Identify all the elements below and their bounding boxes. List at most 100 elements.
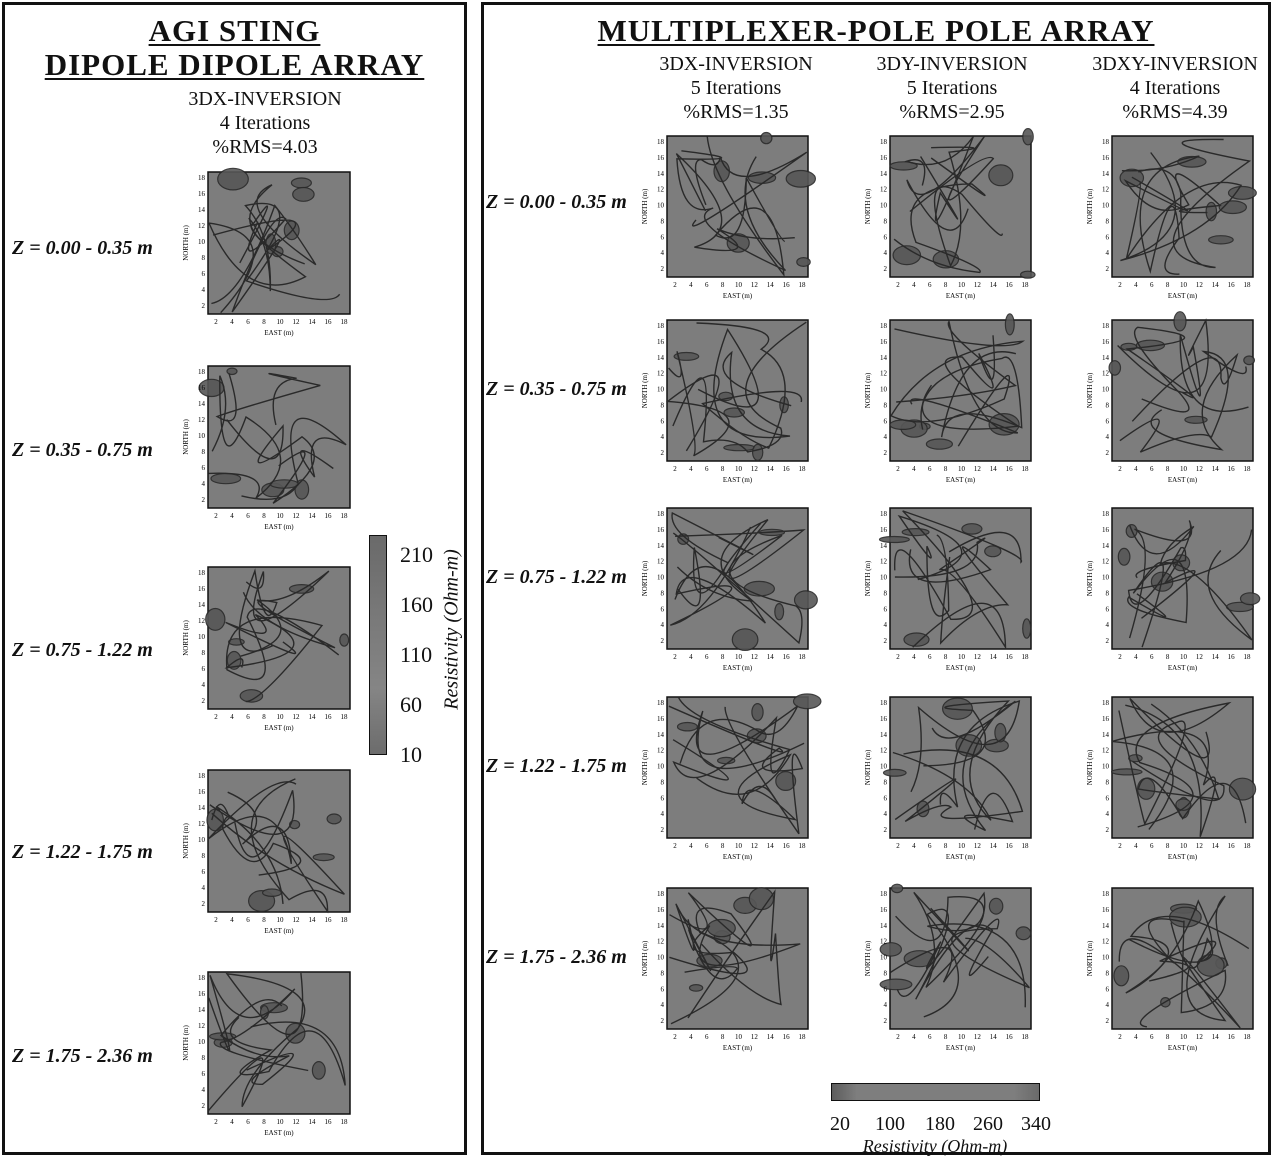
right-col-header-1: 3DX-INVERSION 5 Iterations %RMS=1.35 <box>636 52 836 124</box>
x-tick-label: 16 <box>1006 1033 1014 1041</box>
anomaly-patch <box>994 722 1007 743</box>
x-tick-label: 8 <box>1166 653 1170 661</box>
y-tick-label: 2 <box>1106 637 1110 645</box>
x-tick-label: 10 <box>1180 281 1188 289</box>
anomaly-patch <box>751 443 764 461</box>
y-tick-label: 16 <box>657 906 665 914</box>
right-map-r5-c3: 22 4 4 6 6 8 8 10 10 12 12 14 14 16 16 18 18 EAST (m) NORT… <box>1086 887 1254 1052</box>
y-tick-label: 18 <box>657 510 665 518</box>
x-tick-label: 8 <box>944 281 948 289</box>
y-tick-label: 2 <box>661 826 665 834</box>
y-tick-label: 14 <box>198 601 206 609</box>
x-tick-label: 18 <box>799 281 807 289</box>
x-tick-label: 12 <box>1196 653 1204 661</box>
anomaly-patch <box>1022 127 1034 146</box>
y-tick-label: 8 <box>661 969 665 977</box>
anomaly-patch <box>726 233 750 253</box>
contour-line <box>894 510 1023 621</box>
anomaly-patch <box>792 693 822 710</box>
x-axis-label: EAST (m) <box>723 1044 753 1052</box>
x-tick-label: 6 <box>928 465 932 473</box>
x-tick-label: 2 <box>673 842 677 850</box>
x-tick-label: 6 <box>705 653 709 661</box>
right-col-header-3: 3DXY-INVERSION 4 Iterations %RMS=4.39 <box>1075 52 1273 124</box>
y-axis-label: NORTH (m) <box>182 823 190 859</box>
contour-line <box>1139 918 1227 1028</box>
y-tick-label: 14 <box>880 354 888 362</box>
y-tick-label: 12 <box>1102 938 1110 946</box>
right-depth-label-2: Z = 0.35 - 0.75 m <box>486 378 627 400</box>
x-tick-label: 14 <box>990 281 998 289</box>
y-tick-label: 6 <box>661 417 665 425</box>
contour-line <box>209 790 295 904</box>
y-tick-label: 4 <box>1106 1001 1110 1009</box>
y-tick-label: 14 <box>198 1006 206 1014</box>
y-tick-label: 16 <box>198 384 206 392</box>
y-tick-label: 8 <box>1106 778 1110 786</box>
anomaly-patch <box>311 1060 326 1080</box>
y-tick-label: 4 <box>1106 621 1110 629</box>
y-tick-label: 14 <box>198 206 206 214</box>
y-tick-label: 18 <box>880 699 888 707</box>
x-tick-label: 16 <box>325 916 333 924</box>
anomaly-patch <box>785 169 817 188</box>
left-depth-label-5: Z = 1.75 - 2.36 m <box>12 1045 153 1067</box>
y-tick-label: 16 <box>657 526 665 534</box>
contour-line <box>893 157 986 274</box>
contour-line <box>697 327 792 439</box>
contour-line <box>915 908 994 1018</box>
x-tick-label: 16 <box>783 842 791 850</box>
y-tick-label: 10 <box>657 954 665 962</box>
contour-line <box>215 372 321 426</box>
x-tick-label: 6 <box>246 1118 250 1126</box>
y-tick-label: 12 <box>198 416 206 424</box>
y-axis-label: NORTH (m) <box>864 560 872 596</box>
x-axis-label: EAST (m) <box>946 476 976 484</box>
x-tick-label: 10 <box>958 842 966 850</box>
x-tick-label: 18 <box>799 1033 807 1041</box>
anomaly-patch <box>1228 777 1257 801</box>
x-tick-label: 4 <box>689 1033 693 1041</box>
right-colorbar <box>831 1083 1040 1101</box>
y-tick-label: 8 <box>202 254 206 262</box>
y-tick-label: 12 <box>657 186 665 194</box>
x-axis-label: EAST (m) <box>1168 853 1198 861</box>
x-tick-label: 18 <box>341 916 349 924</box>
y-tick-label: 16 <box>198 190 206 198</box>
x-axis-label: EAST (m) <box>264 523 294 531</box>
x-tick-label: 6 <box>928 281 932 289</box>
y-tick-label: 16 <box>657 154 665 162</box>
contour-line <box>669 910 801 975</box>
x-tick-label: 16 <box>325 713 333 721</box>
y-axis-label: NORTH (m) <box>641 940 649 976</box>
y-tick-label: 8 <box>661 217 665 225</box>
right-map-r3-c1: 22 4 4 6 6 8 8 10 10 12 12 14 14 16 16 18 18 EAST (m) NORT… <box>641 507 818 672</box>
x-tick-label: 18 <box>1244 1033 1252 1041</box>
contour-line <box>219 999 294 1086</box>
y-tick-label: 2 <box>884 637 888 645</box>
right-map-r2-c3: 22 4 4 6 6 8 8 10 10 12 12 14 14 16 16 18 18 EAST (m) NORT… <box>1086 311 1256 484</box>
y-axis-label: NORTH (m) <box>182 620 190 656</box>
y-tick-label: 14 <box>880 922 888 930</box>
y-tick-label: 14 <box>1102 542 1110 550</box>
y-tick-label: 14 <box>657 731 665 739</box>
y-tick-label: 2 <box>884 449 888 457</box>
contour-line <box>244 202 341 301</box>
x-tick-label: 4 <box>1134 465 1138 473</box>
anomaly-patch <box>688 983 704 992</box>
y-tick-label: 6 <box>1106 417 1110 425</box>
y-tick-label: 12 <box>1102 370 1110 378</box>
anomaly-patch <box>210 472 242 485</box>
x-tick-label: 2 <box>214 318 218 326</box>
x-tick-label: 8 <box>262 713 266 721</box>
y-tick-label: 6 <box>884 233 888 241</box>
contour-line <box>1128 520 1196 639</box>
contour-line <box>675 903 739 980</box>
anomaly-patch <box>903 632 930 647</box>
anomaly-patch <box>760 131 773 145</box>
y-tick-label: 6 <box>202 1070 206 1078</box>
anomaly-patch <box>1173 311 1187 332</box>
y-axis-label: NORTH (m) <box>641 749 649 785</box>
y-tick-label: 14 <box>1102 170 1110 178</box>
anomaly-patch <box>716 756 736 765</box>
